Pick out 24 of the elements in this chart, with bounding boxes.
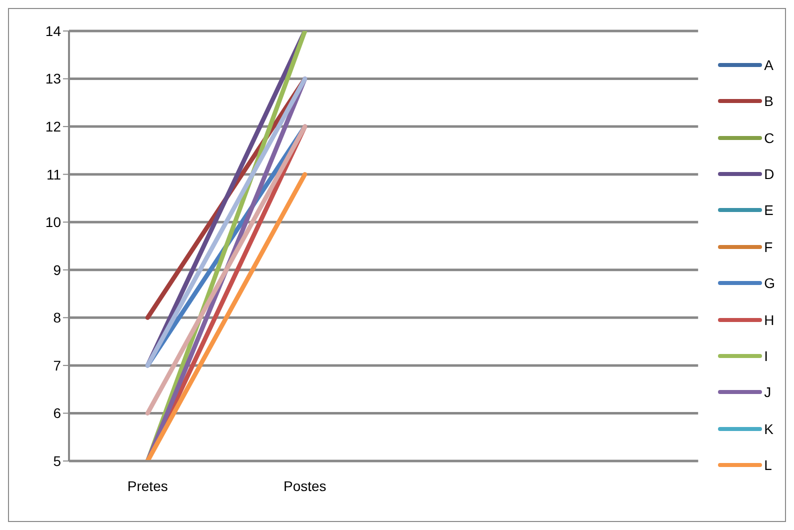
y-tick-label: 6 [53, 405, 62, 422]
x-tick-label: Pretes [127, 478, 168, 494]
legend-label: B [764, 93, 774, 110]
y-tick-label: 9 [53, 262, 62, 278]
y-tick-label: 10 [45, 214, 62, 230]
x-tick-label: Postes [284, 478, 326, 494]
legend-label: K [764, 420, 774, 437]
legend-label: H [764, 312, 774, 328]
legend-label: J [764, 384, 772, 400]
y-tick-label: 13 [45, 70, 62, 87]
legend-label: C [764, 130, 774, 146]
legend-label: G [764, 275, 775, 292]
y-tick-label: 5 [53, 452, 62, 469]
y-tick-label: 12 [45, 118, 62, 135]
legend-label: A [764, 56, 774, 73]
legend-label: E [764, 202, 774, 218]
y-tick-label: 7 [53, 357, 62, 374]
legend-label: F [764, 238, 773, 255]
legend-label: L [764, 457, 772, 474]
legend-label: I [764, 348, 768, 364]
y-tick-label: 8 [53, 310, 62, 326]
y-tick-label: 14 [45, 22, 62, 39]
legend-label: D [764, 166, 774, 182]
y-tick-label: 11 [46, 166, 62, 182]
